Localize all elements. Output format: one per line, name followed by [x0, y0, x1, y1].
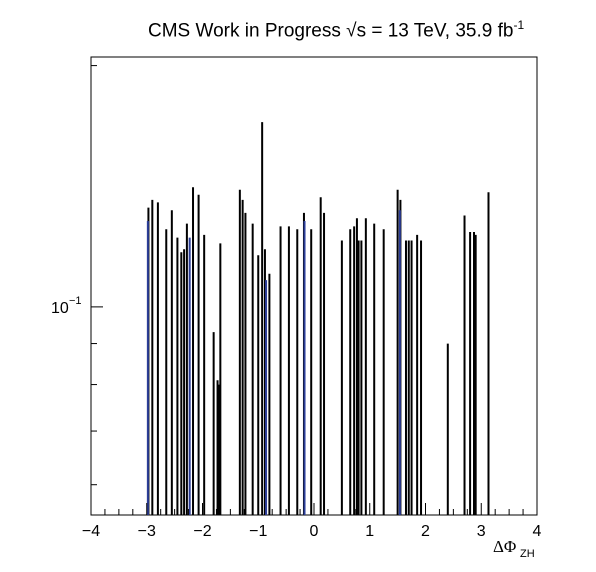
y-tick-label-exponent: −1	[69, 295, 82, 307]
chart-title-energy: √s = 13 TeV, 35.9 fb	[346, 20, 514, 42]
x-tick-label: 3	[477, 523, 486, 540]
chart-title-exponent: -1	[513, 18, 525, 32]
x-tick-label: 4	[533, 523, 542, 540]
x-tick-label: 1	[365, 523, 374, 540]
x-tick-label: 2	[421, 523, 430, 540]
x-tick-label: −3	[138, 523, 156, 540]
axis-labels: ΔΦ ZH	[493, 537, 535, 560]
x-axis-label: ΔΦ	[493, 537, 516, 556]
y-tick-label-base: 10	[51, 300, 69, 317]
x-tick-label: −1	[249, 523, 267, 540]
chart-title-experiment: CMS Work in Progress	[148, 20, 341, 42]
x-axis-ticks: −4 −3 −2 −1 0 1 2 3 4	[82, 503, 542, 540]
chart-title: CMS Work in Progress √s = 13 TeV, 35.9 f…	[148, 18, 524, 42]
data-bars	[146, 122, 490, 515]
x-tick-label: −2	[193, 523, 211, 540]
x-axis-label-subscript: ZH	[520, 548, 535, 560]
x-tick-label: −4	[82, 523, 100, 540]
x-tick-label: 0	[310, 523, 319, 540]
y-axis-ticks: 10 −1	[51, 65, 103, 486]
